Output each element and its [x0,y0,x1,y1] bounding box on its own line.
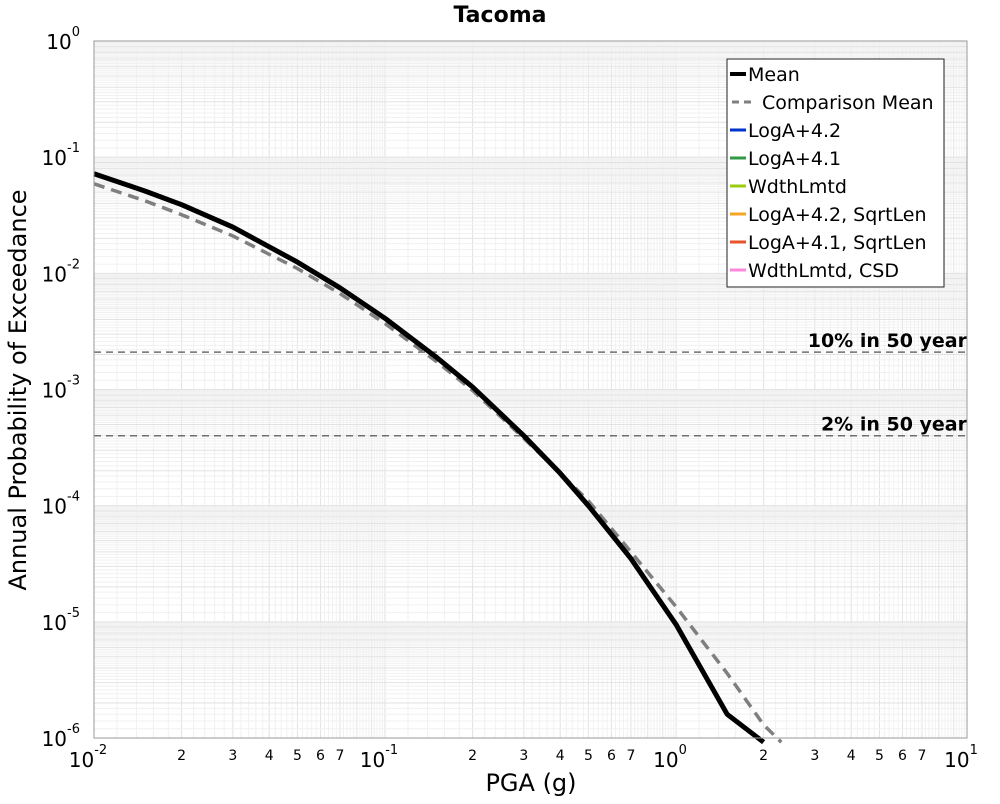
legend-label: Mean [748,64,800,86]
y-tick-label: 10-3 [42,374,80,403]
x-tick-label: 10-1 [360,743,398,772]
legend-box [726,58,945,288]
x-minor-tick-label: 2 [759,748,768,764]
chart-title: Tacoma [454,3,547,28]
x-minor-tick-label: 7 [626,748,635,764]
reference-line-label: 10% in 50 year [808,330,968,352]
legend-label: LogA+4.1, SqrtLen [748,232,927,254]
x-tick-label: 100 [653,743,687,772]
x-minor-tick-label: 5 [584,748,593,764]
plot-frame [93,40,968,739]
x-minor-tick-label: 3 [519,748,528,764]
x-minor-tick-label: 7 [917,748,926,764]
legend-label: WdthLmtd [748,176,847,198]
x-minor-tick-label: 2 [177,748,186,764]
legend-label: LogA+4.2, SqrtLen [748,204,927,226]
x-minor-tick-label: 2 [468,748,477,764]
x-axis-title: PGA (g) [485,769,576,797]
y-tick-label: 10-1 [42,141,80,170]
x-minor-tick-label: 3 [228,748,237,764]
x-minor-tick-label: 3 [810,748,819,764]
series-layer [93,171,783,745]
y-tick-labels: 100 10-1 10-2 10-3 10-4 10-5 10-6 [42,25,80,751]
y-tick-label: 10-6 [42,722,80,751]
x-minor-tick-label: 4 [847,748,856,764]
legend-label: LogA+4.2 [748,120,841,142]
x-minor-tick-label: 6 [316,748,325,764]
reference-line-label: 2% in 50 year [821,414,968,436]
y-tick-label: 100 [46,25,80,54]
x-tick-label: 101 [944,743,978,772]
x-minor-tick-label: 5 [875,748,884,764]
x-minor-tick-label: 7 [335,748,344,764]
x-minor-tick-label: 6 [898,748,907,764]
legend-label: LogA+4.1 [748,148,841,170]
x-tick-label: 10-2 [69,743,107,772]
y-tick-label: 10-4 [42,490,80,519]
series-line [93,171,766,745]
y-tick-label: 10-5 [42,606,80,635]
reference-lines: 10% in 50 year 2% in 50 year [94,330,968,437]
y-tick-label: 10-2 [42,257,80,286]
x-minor-tick-label: 4 [556,748,565,764]
x-minor-tick-label: 6 [607,748,616,764]
series-line [93,182,783,744]
x-minor-tick-label: 4 [265,748,274,764]
legend: Mean Comparison Mean LogA+4.2 LogA+4.1 WdthL… [726,58,945,288]
y-axis-title: Annual Probability of Exceedance [4,189,32,590]
legend-label: Comparison Mean [762,92,934,114]
legend-label: WdthLmtd, CSD [748,260,899,282]
x-minor-tick-label: 5 [293,748,302,764]
